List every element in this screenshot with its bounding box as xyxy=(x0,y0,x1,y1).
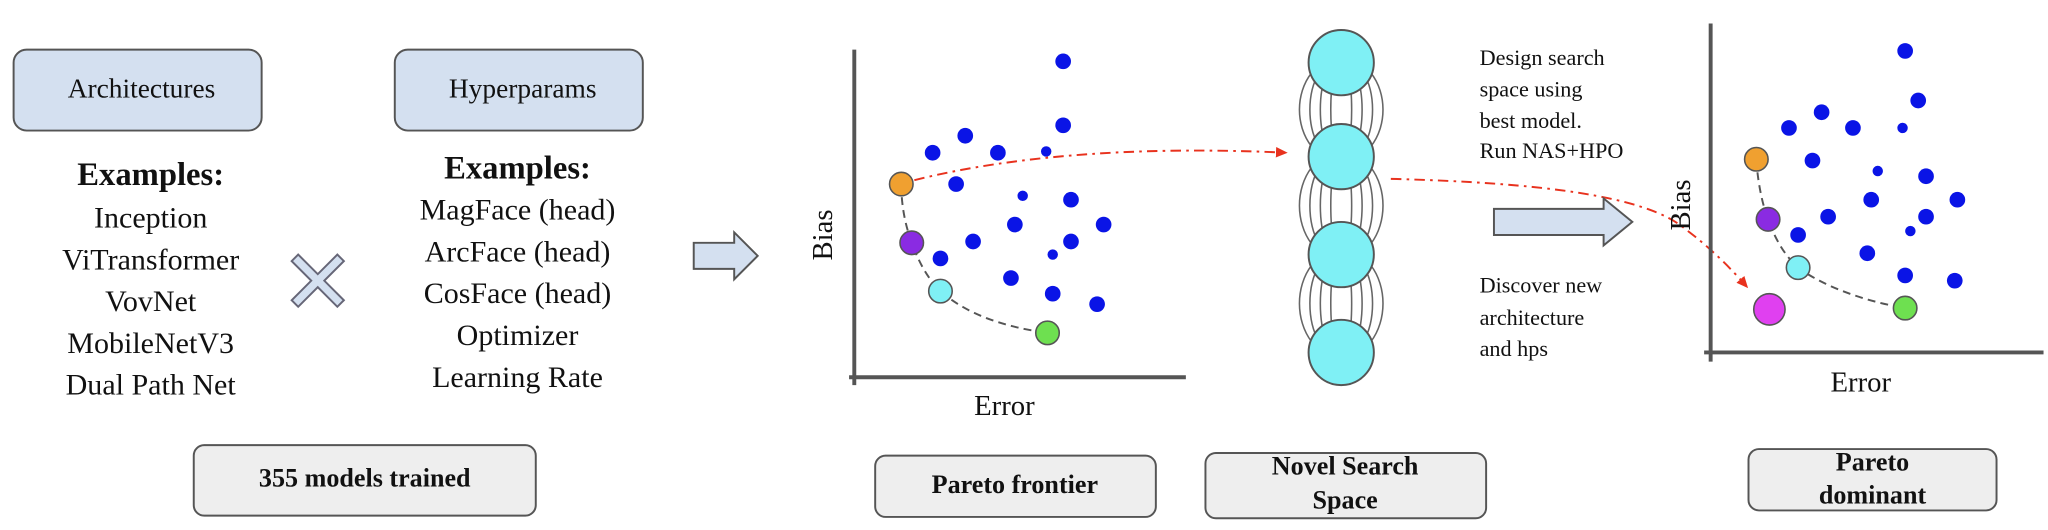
caption: dominant xyxy=(1819,480,1927,509)
point xyxy=(1804,152,1821,169)
hyperparams-title: Hyperparams xyxy=(449,74,597,104)
point xyxy=(1910,92,1927,109)
note: architecture xyxy=(1480,305,1585,330)
point xyxy=(957,127,974,144)
point xyxy=(1918,168,1934,185)
point xyxy=(1845,120,1861,136)
example-item: ArcFace (head) xyxy=(425,235,611,268)
architectures-title: Architectures xyxy=(68,74,216,104)
frontier-point xyxy=(888,171,914,197)
point xyxy=(1003,270,1019,286)
examples-heading: Examples: xyxy=(444,150,591,186)
point xyxy=(1095,216,1112,233)
point xyxy=(1872,165,1883,177)
point xyxy=(1781,120,1797,136)
caption-box xyxy=(874,454,1157,518)
caption: Pareto xyxy=(1836,448,1909,477)
note: space using xyxy=(1480,76,1583,101)
frontier-point xyxy=(1743,146,1769,172)
point xyxy=(1946,272,1963,289)
hyperparams-box xyxy=(393,48,644,132)
note: Design search xyxy=(1480,45,1605,70)
point xyxy=(1897,122,1908,134)
point xyxy=(924,144,941,161)
architectures-box xyxy=(12,48,263,132)
caption: Space xyxy=(1313,486,1378,515)
axis-label: Error xyxy=(1830,367,1891,399)
point xyxy=(1063,191,1079,208)
example-item: ViTransformer xyxy=(62,243,239,276)
node xyxy=(1307,123,1375,191)
frontier-point xyxy=(927,278,953,304)
arrow xyxy=(692,230,760,282)
frontier-point xyxy=(1752,292,1786,326)
frontier-point xyxy=(899,230,925,256)
frontier-line xyxy=(900,184,1048,334)
caption: 355 models trained xyxy=(259,463,471,492)
note: best model. xyxy=(1480,108,1582,133)
point xyxy=(1949,191,1966,208)
caption: Pareto frontier xyxy=(932,470,1099,499)
node xyxy=(1307,318,1375,387)
point xyxy=(1905,225,1916,237)
point xyxy=(1017,190,1028,202)
point xyxy=(1047,249,1058,260)
point xyxy=(1044,285,1061,302)
flow-arrow xyxy=(1390,177,1749,289)
point xyxy=(1859,245,1876,262)
point xyxy=(1820,208,1836,225)
frontier-point xyxy=(1892,295,1918,321)
note: and hps xyxy=(1480,336,1548,361)
caption-box xyxy=(192,444,537,517)
point xyxy=(1918,208,1934,225)
caption-box xyxy=(1204,452,1488,520)
point xyxy=(1790,227,1806,243)
frontier-point xyxy=(1785,255,1811,281)
caption-box xyxy=(1747,448,1998,512)
note: Run NAS+HPO xyxy=(1480,138,1624,163)
example-item: Optimizer xyxy=(457,319,579,352)
frontier-line xyxy=(1755,159,1906,310)
axis-label: Error xyxy=(974,390,1035,422)
cross-icon xyxy=(290,253,346,309)
axis-label: Bias xyxy=(1665,179,1697,230)
point xyxy=(990,144,1006,161)
frontier-point xyxy=(1755,206,1781,232)
flow-arrow xyxy=(914,147,1288,182)
node xyxy=(1307,29,1375,97)
point xyxy=(1007,216,1023,233)
example-item: Dual Path Net xyxy=(66,369,237,402)
point xyxy=(965,233,981,250)
point xyxy=(1813,104,1830,121)
point xyxy=(1863,191,1880,208)
caption: Novel Search xyxy=(1272,452,1419,481)
point xyxy=(1089,296,1105,312)
note: Discover new xyxy=(1480,272,1603,297)
point xyxy=(1040,146,1052,157)
point xyxy=(1897,267,1913,284)
point xyxy=(1055,53,1071,70)
examples-heading: Examples: xyxy=(77,157,224,193)
point xyxy=(1897,43,1913,59)
node xyxy=(1307,220,1375,289)
frontier-point xyxy=(1034,320,1061,346)
point xyxy=(932,250,949,267)
example-item: MagFace (head) xyxy=(420,194,616,227)
example-item: VovNet xyxy=(105,285,197,318)
axis-label: Bias xyxy=(807,209,839,260)
example-item: CosFace (head) xyxy=(424,277,612,310)
point xyxy=(1063,233,1079,250)
point xyxy=(1055,117,1071,134)
example-item: Learning Rate xyxy=(432,361,603,394)
example-item: Inception xyxy=(94,202,207,235)
arrow xyxy=(1492,196,1634,248)
example-item: MobileNetV3 xyxy=(67,327,234,360)
point xyxy=(948,176,964,192)
